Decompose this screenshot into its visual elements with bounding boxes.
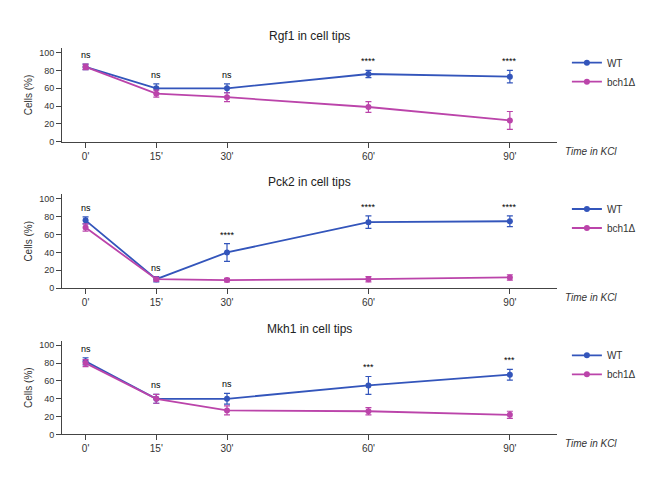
- svg-text:30': 30': [220, 443, 233, 454]
- svg-text:15': 15': [150, 443, 163, 454]
- svg-text:0': 0': [82, 297, 90, 308]
- svg-text:Cells (%): Cells (%): [23, 367, 34, 408]
- svg-text:ns: ns: [81, 344, 91, 354]
- svg-text:0': 0': [82, 443, 90, 454]
- svg-text:Cells (%): Cells (%): [23, 221, 34, 262]
- svg-text:****: ****: [220, 230, 235, 240]
- svg-text:ns: ns: [151, 70, 161, 80]
- svg-text:15': 15': [150, 297, 163, 308]
- svg-text:60: 60: [44, 376, 54, 386]
- svg-text:60': 60': [362, 443, 375, 454]
- svg-text:0: 0: [49, 430, 54, 440]
- svg-text:30': 30': [220, 151, 233, 162]
- svg-text:90': 90': [503, 151, 516, 162]
- svg-text:Time in KCl: Time in KCl: [565, 292, 617, 303]
- svg-text:ns: ns: [222, 379, 232, 389]
- svg-text:Time in KCl: Time in KCl: [565, 146, 617, 157]
- svg-text:WT: WT: [607, 58, 623, 69]
- svg-text:90': 90': [503, 297, 516, 308]
- svg-text:100: 100: [39, 194, 54, 204]
- svg-text:Mkh1 in cell tips: Mkh1 in cell tips: [267, 322, 352, 336]
- svg-text:Rgf1 in cell tips: Rgf1 in cell tips: [269, 29, 350, 43]
- svg-text:bch1Δ: bch1Δ: [607, 369, 636, 380]
- svg-text:80: 80: [44, 358, 54, 368]
- svg-text:40: 40: [44, 394, 54, 404]
- svg-text:****: ****: [361, 56, 376, 66]
- svg-text:***: ***: [363, 362, 374, 372]
- svg-text:****: ****: [361, 202, 376, 212]
- svg-text:0: 0: [49, 283, 54, 293]
- svg-text:40: 40: [44, 101, 54, 111]
- svg-text:0': 0': [82, 151, 90, 162]
- svg-text:ns: ns: [81, 50, 91, 60]
- svg-text:bch1Δ: bch1Δ: [607, 77, 636, 88]
- svg-text:****: ****: [502, 56, 517, 66]
- svg-text:ns: ns: [81, 203, 91, 213]
- svg-text:ns: ns: [151, 263, 161, 273]
- svg-text:Time in KCl: Time in KCl: [565, 438, 617, 449]
- svg-text:Cells (%): Cells (%): [23, 75, 34, 116]
- svg-text:40: 40: [44, 248, 54, 258]
- svg-text:WT: WT: [607, 350, 623, 361]
- svg-text:WT: WT: [607, 204, 623, 215]
- svg-text:ns: ns: [151, 380, 161, 390]
- svg-text:30': 30': [220, 297, 233, 308]
- svg-text:80: 80: [44, 66, 54, 76]
- svg-text:60': 60': [362, 297, 375, 308]
- svg-text:20: 20: [44, 265, 54, 275]
- svg-text:****: ****: [502, 202, 517, 212]
- svg-text:0: 0: [49, 137, 54, 147]
- svg-text:ns: ns: [222, 70, 232, 80]
- svg-text:90': 90': [503, 443, 516, 454]
- svg-text:60': 60': [362, 151, 375, 162]
- svg-text:Pck2 in cell tips: Pck2 in cell tips: [268, 175, 351, 189]
- svg-text:bch1Δ: bch1Δ: [607, 223, 636, 234]
- svg-text:20: 20: [44, 412, 54, 422]
- svg-text:20: 20: [44, 119, 54, 129]
- svg-text:100: 100: [39, 48, 54, 58]
- svg-text:100: 100: [39, 340, 54, 350]
- svg-text:60: 60: [44, 230, 54, 240]
- svg-text:15': 15': [150, 151, 163, 162]
- svg-text:60: 60: [44, 83, 54, 93]
- svg-text:***: ***: [504, 355, 515, 365]
- svg-text:80: 80: [44, 212, 54, 222]
